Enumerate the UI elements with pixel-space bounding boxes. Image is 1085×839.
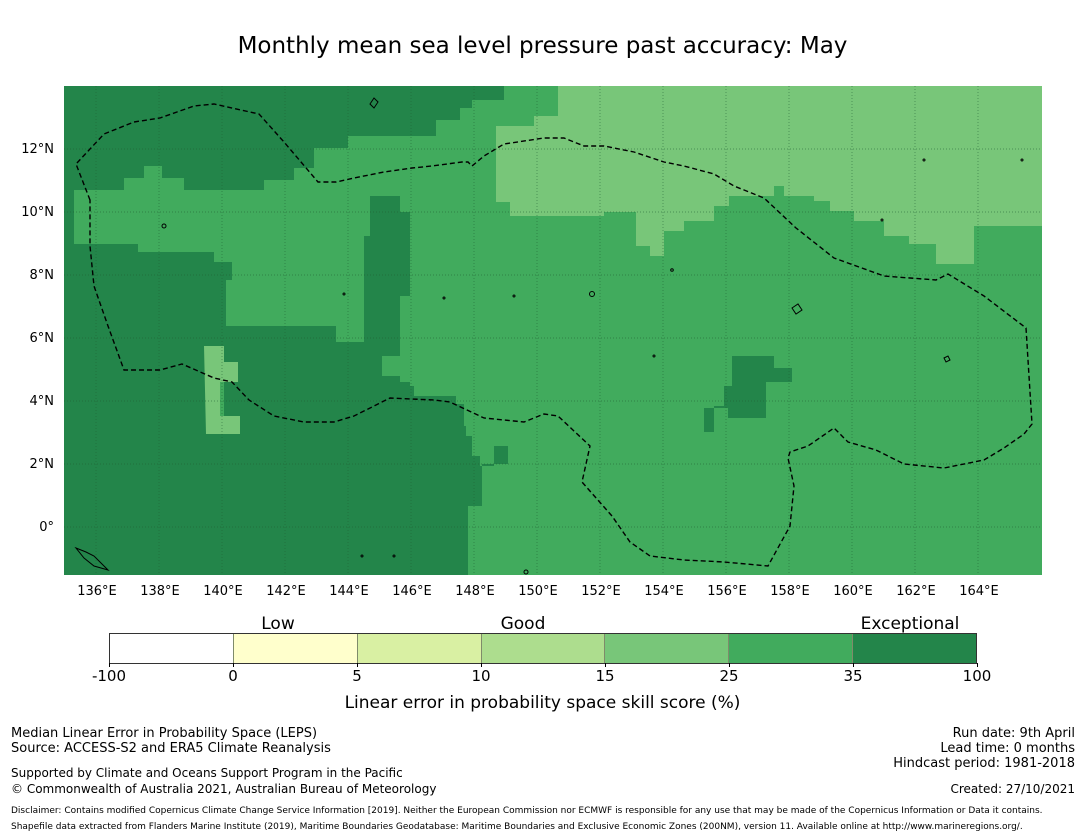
region-skill-35-100-east: [704, 356, 792, 432]
lat-tick-4n: 4°N: [29, 394, 55, 409]
legend-category-exceptional: Exceptional: [860, 614, 960, 634]
lon-tick-142e: 142°E: [266, 584, 306, 599]
islands: [74, 97, 1024, 575]
lat-tick-0: 0°: [39, 520, 54, 535]
island-islet-6: [360, 554, 364, 558]
lon-tick-138e: 138°E: [140, 584, 180, 599]
footer-method: Median Linear Error in Probability Space…: [11, 726, 318, 741]
island-yap: [161, 223, 167, 229]
lon-tick-136e: 136°E: [77, 584, 117, 599]
colorbar-tick-neg100: -100: [91, 667, 127, 685]
footer-run-date: Run date: 9th April: [952, 726, 1075, 741]
colorbar-title: Linear error in probability space skill …: [344, 693, 741, 713]
colorbar-tick-mark: [977, 663, 978, 667]
island-islet-3: [342, 292, 346, 296]
colorbar-tick-mark: [729, 663, 730, 667]
region-skill-25-35-northwest: [74, 166, 314, 236]
island-ngulu: [369, 97, 379, 109]
lon-tick-164e: 164°E: [959, 584, 999, 599]
colorbar-bin-0-5: [233, 634, 358, 663]
legend-category-low: Low: [261, 614, 295, 634]
colorbar-bin-5-10: [357, 634, 482, 663]
colorbar-tick-25: 25: [719, 667, 739, 685]
footer-support: Supported by Climate and Oceans Support …: [11, 766, 403, 780]
island-islet-2: [652, 354, 656, 358]
lat-tick-10n: 10°N: [21, 205, 54, 220]
colorbar-bin-10-15: [481, 634, 606, 663]
island-islet-5: [512, 294, 516, 298]
colorbar-tick-35: 35: [843, 667, 863, 685]
footer-created-date: Created: 27/10/2021: [950, 782, 1075, 796]
region-skill-15-25-small: [730, 200, 770, 214]
colorbar-tick-15: 15: [595, 667, 615, 685]
footer-source: Source: ACCESS-S2 and ERA5 Climate Reana…: [11, 741, 331, 756]
lat-tick-6n: 6°N: [29, 331, 55, 346]
region-skill-35-100-middle: [224, 326, 508, 575]
skill-map: [64, 86, 1042, 575]
lon-tick-146e: 146°E: [392, 584, 432, 599]
island-islet-1: [670, 268, 674, 272]
footer-lead-time: Lead time: 0 months: [940, 741, 1075, 756]
lat-tick-12n: 12°N: [21, 142, 54, 157]
region-skill-15-25-west: [204, 346, 240, 434]
lon-tick-140e: 140°E: [203, 584, 243, 599]
footer-hindcast-period: Hindcast period: 1981-2018: [893, 756, 1075, 771]
lon-tick-160e: 160°E: [833, 584, 873, 599]
colorbar: [109, 633, 977, 664]
gridlines: [64, 86, 1042, 575]
island-kosrae: [523, 569, 529, 575]
island-islet-7: [392, 554, 396, 558]
colorbar-bin-15-25: [605, 634, 730, 663]
colorbar-tick-mark: [605, 663, 606, 667]
island-mokil: [943, 355, 951, 363]
lat-tick-8n: 8°N: [29, 268, 55, 283]
map-title: Monthly mean sea level pressure past acc…: [237, 33, 848, 59]
footer-copyright: © Commonwealth of Australia 2021, Austra…: [11, 782, 437, 796]
lon-tick-144e: 144°E: [329, 584, 369, 599]
colorbar-tick-5: 5: [352, 667, 362, 685]
island-palau: [74, 546, 110, 572]
colorbar-tick-0: 0: [228, 667, 238, 685]
colorbar-bin-35-100: [853, 634, 977, 663]
colorbar-tick-mark: [853, 663, 854, 667]
lon-tick-158e: 158°E: [770, 584, 810, 599]
region-skill-15-25-northeast: [496, 86, 1042, 264]
lon-tick-148e: 148°E: [455, 584, 495, 599]
lon-tick-156e: 156°E: [707, 584, 747, 599]
region-skill-35-100-west: [64, 86, 504, 575]
lon-tick-150e: 150°E: [518, 584, 558, 599]
lon-tick-154e: 154°E: [644, 584, 684, 599]
colorbar-bin-neg100-0: [110, 634, 234, 663]
colorbar-tick-mark: [109, 663, 110, 667]
colorbar-tick-mark: [481, 663, 482, 667]
colorbar-tick-mark: [233, 663, 234, 667]
boundary-palau: [75, 103, 1033, 567]
island-islet-4: [442, 296, 446, 300]
colorbar-tick-100: 100: [962, 667, 992, 685]
lon-tick-162e: 162°E: [896, 584, 936, 599]
colorbar-bin-25-35: [729, 634, 854, 663]
island-islet-9: [1020, 158, 1024, 162]
colorbar-tick-mark: [357, 663, 358, 667]
maritime-boundaries: [75, 103, 1033, 567]
disclaimer-shapefile: Shapefile data extracted from Flanders M…: [11, 822, 1023, 832]
region-skill-25-35-central-west: [224, 236, 364, 342]
colorbar-tick-10: 10: [471, 667, 491, 685]
lat-tick-2n: 2°N: [29, 457, 55, 472]
island-islet-10: [880, 218, 884, 222]
legend-category-good: Good: [500, 614, 546, 634]
lon-tick-152e: 152°E: [581, 584, 621, 599]
island-pohnpei: [791, 303, 803, 315]
island-chuuk: [589, 291, 595, 297]
island-islet-8: [922, 158, 926, 162]
disclaimer-copernicus: Disclaimer: Contains modified Copernicus…: [11, 806, 1043, 816]
